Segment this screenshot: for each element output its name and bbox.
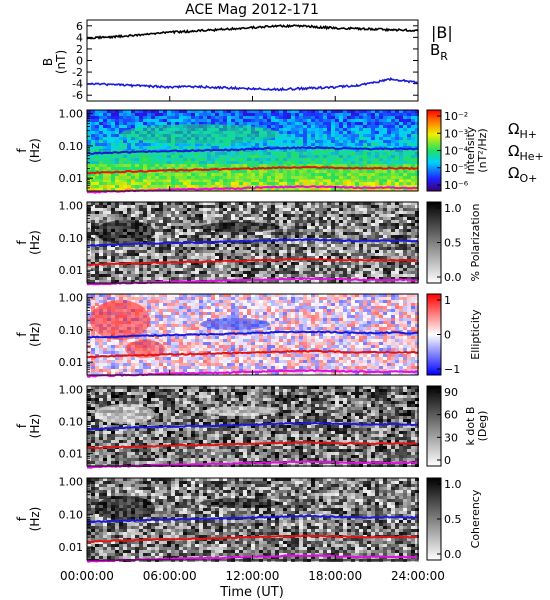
b-ytick-label: 6 — [76, 20, 83, 33]
colorbar-label: % Polarization — [469, 204, 482, 282]
absB-legend: |B| — [431, 23, 453, 42]
f-ytick-label: 1.00 — [59, 384, 84, 397]
f-ylabel: f(Hz) — [15, 322, 42, 347]
f-ytick-label: 0.10 — [59, 232, 84, 245]
series-absB-line — [86, 23, 419, 40]
colorbar-tick-label: 1 — [444, 294, 451, 307]
colorbar-tick-label: 10⁻⁴ — [444, 145, 469, 158]
feature-region — [95, 496, 155, 520]
b-ytick-label: -6 — [72, 89, 83, 102]
feature-region — [200, 222, 280, 232]
colorbar-tick-label: 10⁻³ — [444, 127, 468, 140]
colorbar-label: Coherency — [469, 489, 482, 548]
colorbar-tick-label: 0.5 — [444, 513, 462, 526]
h-plus-gyro-line — [86, 514, 419, 524]
f-ylabel: f(Hz) — [15, 230, 42, 255]
coherency-panel: 1.00 0.10 0.01 f(Hz) 1.0 0.5 0.0 Coherency — [15, 476, 482, 563]
b-ytick-label: 0 — [76, 55, 83, 68]
colorbar-tick-label: 30 — [444, 431, 458, 444]
colorbar-label: Ellipticity — [469, 309, 482, 360]
time-tick-label: 06:00:00 — [143, 569, 197, 583]
f-ytick-label: 1.00 — [59, 476, 84, 489]
f-ytick-label: 0.10 — [59, 324, 84, 337]
b-ytick-label: -2 — [72, 66, 83, 79]
time-axis-label: Time (UT) — [219, 585, 284, 600]
figure-title: ACE Mag 2012-171 — [185, 2, 319, 18]
time-tick-label: 24:00:00 — [391, 569, 445, 583]
f-ytick-label: 1.00 — [59, 200, 84, 213]
f-ytick-label: 0.01 — [59, 541, 84, 554]
f-ylabel: f(Hz) — [15, 507, 42, 532]
feature-region — [95, 220, 155, 244]
colorbar-tick-label: 90 — [444, 386, 458, 399]
colorbar-tick-label: 10⁻⁵ — [444, 162, 468, 175]
colorbar — [426, 385, 442, 467]
colorbar-tick-label: 0 — [444, 454, 451, 467]
he-plus-gyro-line — [86, 165, 419, 175]
f-ytick-label: 0.10 — [59, 140, 84, 153]
colorbar-label: k dot B(Deg) — [464, 407, 489, 446]
intensity-panel: 1.00 0.10 0.01 f(Hz) 10⁻² 10⁻³ 10⁻⁴ 10⁻⁵ 10⁻⁶ Int… — [15, 108, 489, 194]
colorbar-tick-label: 0.0 — [444, 548, 462, 561]
feature-region — [205, 406, 280, 416]
colorbar-tick-label: 1.0 — [444, 478, 462, 491]
colorbar-label: Intensity(nT²/Hz) — [464, 126, 489, 174]
h-plus-gyro-line — [86, 330, 419, 339]
f-ylabel: f(Hz) — [15, 414, 42, 439]
feature-region — [120, 124, 280, 144]
b-ytick-label: 2 — [76, 43, 83, 56]
wave-normal-angle-panel: 1.00 0.10 0.01 f(Hz) 90 60 30 0 k dot B(Deg) — [15, 384, 489, 469]
b-ytick-label: 4 — [76, 31, 83, 44]
he-plus-gyro-line — [86, 534, 419, 543]
h-plus-gyro-line — [86, 146, 419, 156]
f-ytick-label: 1.00 — [59, 108, 84, 121]
feature-region — [200, 318, 270, 330]
spectra-panels: 1.000.100.01f(Hz)10⁻²10⁻³10⁻⁴10⁻⁵10⁻⁶Int… — [15, 108, 489, 563]
feature-region — [200, 498, 280, 508]
f-ytick-label: 0.10 — [59, 415, 84, 428]
feature-region — [87, 150, 418, 180]
magnetic-field-frame — [86, 19, 419, 102]
time-tick-label: 18:00:00 — [308, 569, 362, 583]
br-legend: BR — [430, 41, 448, 63]
time-tick-label: 00:00:00 — [60, 569, 114, 583]
f-ylabel: f(Hz) — [15, 138, 42, 163]
ellipticity-panel: 1.00 0.10 0.01 f(Hz) 1 0 −1 Ellipticity — [15, 292, 482, 378]
colorbar-tick-label: 0 — [444, 329, 451, 342]
f-ytick-label: 0.01 — [59, 356, 84, 369]
feature-region — [125, 340, 165, 358]
gyrofrequency-legend: ΩH+ ΩHe+ ΩO+ — [508, 120, 544, 185]
f-ytick-label: 0.10 — [59, 508, 84, 521]
h-plus-gyro-line — [86, 238, 419, 247]
feature-region — [95, 404, 155, 424]
f-ytick-label: 1.00 — [59, 292, 84, 305]
time-axis: 00:00:00 06:00:00 12:00:00 18:00:00 24:00:00 — [60, 569, 445, 583]
colorbar-tick-label: 60 — [444, 409, 458, 422]
f-ytick-label: 0.01 — [59, 447, 84, 460]
b-ytick-label: -4 — [72, 78, 83, 91]
polarization-panel: 1.00 0.10 0.01 f(Hz) 1.0 0.5 0.0 % Polarization — [15, 200, 482, 286]
b-ylabel: B(nT) — [41, 50, 68, 74]
colorbar-tick-label: −1 — [444, 363, 460, 376]
colorbar-tick-label: 1.0 — [444, 202, 462, 215]
time-tick-label: 12:00:00 — [226, 569, 280, 583]
h-plus-gyro-line — [86, 421, 419, 431]
he-plus-gyro-line — [86, 257, 419, 267]
he-plus-gyro-line — [86, 440, 419, 450]
he-plus-gyro-line — [86, 349, 419, 359]
colorbar-tick-label: 10⁻⁶ — [444, 179, 469, 192]
f-ytick-label: 0.01 — [59, 264, 84, 277]
colorbar-tick-label: 0.5 — [444, 237, 462, 250]
series-BR-line — [86, 77, 419, 92]
f-ytick-label: 0.01 — [59, 172, 84, 185]
colorbar-tick-label: 10⁻² — [444, 110, 468, 123]
colorbar-tick-label: 0.0 — [444, 271, 462, 284]
feature-region — [90, 300, 150, 340]
